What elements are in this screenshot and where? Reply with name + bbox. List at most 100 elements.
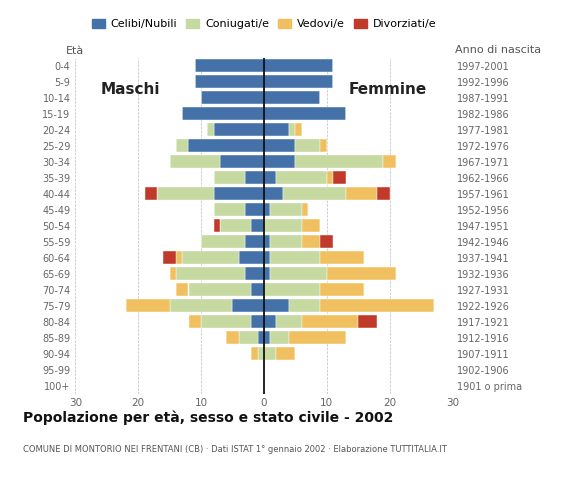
Bar xyxy=(264,139,295,152)
Bar xyxy=(270,331,289,344)
Bar xyxy=(264,155,295,168)
Bar xyxy=(213,171,245,184)
Bar xyxy=(264,331,270,344)
Bar xyxy=(182,107,264,120)
Bar xyxy=(277,171,327,184)
Text: Età: Età xyxy=(66,46,84,56)
Bar xyxy=(264,107,346,120)
Bar xyxy=(188,315,201,328)
Bar xyxy=(264,123,289,136)
Bar xyxy=(258,331,264,344)
Bar xyxy=(302,219,320,232)
Bar xyxy=(264,315,277,328)
Bar xyxy=(320,139,327,152)
Bar xyxy=(245,267,264,280)
Bar xyxy=(295,123,302,136)
Legend: Celibi/Nubili, Coniugati/e, Vedovi/e, Divorziati/e: Celibi/Nubili, Coniugati/e, Vedovi/e, Di… xyxy=(87,14,441,34)
Bar xyxy=(176,251,182,264)
Bar xyxy=(277,315,302,328)
Bar xyxy=(245,203,264,216)
Bar xyxy=(320,235,333,248)
Bar xyxy=(169,267,176,280)
Bar xyxy=(327,171,333,184)
Bar xyxy=(264,219,302,232)
Bar xyxy=(264,235,270,248)
Bar xyxy=(251,347,258,360)
Bar xyxy=(251,283,264,296)
Bar xyxy=(320,299,433,312)
Bar xyxy=(201,235,245,248)
Bar xyxy=(245,235,264,248)
Text: Maschi: Maschi xyxy=(100,82,160,96)
Bar xyxy=(176,283,189,296)
Bar xyxy=(302,203,308,216)
Bar xyxy=(264,59,333,72)
Bar xyxy=(195,59,264,72)
Bar xyxy=(126,299,169,312)
Bar xyxy=(251,315,264,328)
Bar xyxy=(289,299,320,312)
Bar xyxy=(188,283,251,296)
Bar xyxy=(302,315,358,328)
Bar xyxy=(213,203,245,216)
Text: COMUNE DI MONTORIO NEI FRENTANI (CB) · Dati ISTAT 1° gennaio 2002 · Elaborazione: COMUNE DI MONTORIO NEI FRENTANI (CB) · D… xyxy=(23,445,447,455)
Bar xyxy=(358,315,377,328)
Bar xyxy=(289,123,295,136)
Bar xyxy=(226,331,239,344)
Bar xyxy=(201,91,264,104)
Bar xyxy=(295,139,320,152)
Bar xyxy=(144,187,157,200)
Text: Anno di nascita: Anno di nascita xyxy=(455,45,541,55)
Bar xyxy=(320,283,364,296)
Bar xyxy=(264,251,270,264)
Bar xyxy=(169,155,220,168)
Bar xyxy=(264,171,277,184)
Bar xyxy=(245,171,264,184)
Bar xyxy=(333,171,346,184)
Bar xyxy=(213,123,264,136)
Bar xyxy=(277,347,295,360)
Bar xyxy=(213,219,220,232)
Bar xyxy=(289,331,346,344)
Bar xyxy=(264,75,333,88)
Bar xyxy=(270,235,302,248)
Bar xyxy=(208,123,213,136)
Bar xyxy=(264,283,320,296)
Bar xyxy=(233,299,264,312)
Bar xyxy=(176,267,245,280)
Bar xyxy=(164,251,176,264)
Bar xyxy=(320,251,364,264)
Bar xyxy=(270,203,302,216)
Bar xyxy=(302,235,320,248)
Bar xyxy=(258,347,264,360)
Bar xyxy=(188,139,264,152)
Bar xyxy=(295,155,383,168)
Bar xyxy=(283,187,346,200)
Bar xyxy=(176,139,189,152)
Bar xyxy=(220,219,251,232)
Bar xyxy=(195,75,264,88)
Bar xyxy=(264,91,320,104)
Bar xyxy=(220,155,264,168)
Bar xyxy=(264,299,289,312)
Bar xyxy=(327,267,396,280)
Bar xyxy=(169,299,233,312)
Bar xyxy=(264,187,283,200)
Bar xyxy=(213,187,264,200)
Bar xyxy=(239,251,264,264)
Text: Femmine: Femmine xyxy=(349,82,427,96)
Bar xyxy=(346,187,377,200)
Bar xyxy=(264,347,277,360)
Bar xyxy=(270,267,327,280)
Bar xyxy=(264,267,270,280)
Bar xyxy=(239,331,258,344)
Bar xyxy=(251,219,264,232)
Bar xyxy=(201,315,251,328)
Text: Popolazione per età, sesso e stato civile - 2002: Popolazione per età, sesso e stato civil… xyxy=(23,410,394,425)
Bar xyxy=(182,251,239,264)
Bar xyxy=(264,203,270,216)
Bar xyxy=(383,155,396,168)
Bar xyxy=(377,187,390,200)
Bar xyxy=(270,251,320,264)
Bar xyxy=(157,187,213,200)
